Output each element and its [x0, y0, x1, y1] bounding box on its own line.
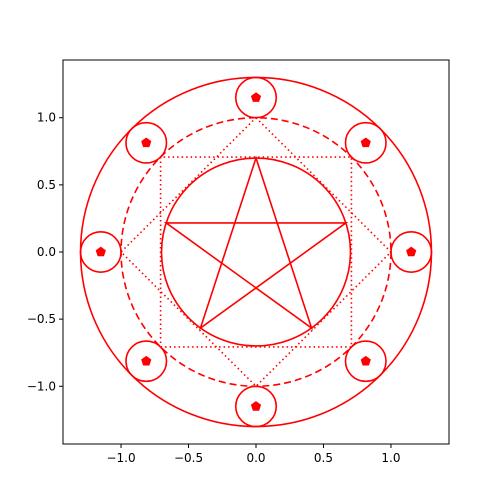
x-tick-label: −0.5: [174, 451, 203, 465]
x-tick-label: 1.0: [381, 451, 400, 465]
pentagon-marker: [141, 355, 152, 366]
x-axis: −1.0 −0.5 0.0 0.5 1.0: [106, 444, 401, 465]
x-tick-label: −1.0: [106, 451, 135, 465]
pentagon-marker: [250, 401, 262, 411]
pentagram: [163, 155, 349, 331]
x-tick-label: 0.0: [246, 451, 265, 465]
small-circle: [390, 231, 433, 273]
y-tick-label: 0.0: [37, 245, 56, 259]
dotted-diamond: [119, 116, 393, 388]
pentagon-marker: [250, 92, 262, 102]
inner-circle: [160, 157, 352, 347]
small-circle: [344, 340, 387, 383]
outer-circle: [79, 76, 433, 428]
pentagon-marker: [360, 355, 371, 366]
pentagon-marker: [95, 246, 106, 257]
chart-marks: [79, 76, 433, 428]
pentagon-marker: [141, 137, 152, 148]
pentagon-marker: [360, 137, 371, 148]
small-circle: [234, 76, 278, 119]
y-tick-label: −0.5: [27, 312, 56, 326]
small-circle: [234, 385, 278, 428]
y-tick-label: 1.0: [37, 111, 56, 125]
y-tick-label: 0.5: [37, 178, 56, 192]
small-circle: [125, 121, 168, 164]
y-axis: −1.0 −0.5 0.0 0.5 1.0: [27, 111, 63, 393]
pentagon-marker: [406, 246, 417, 257]
y-tick-label: −1.0: [27, 379, 56, 393]
dotted-square: [159, 156, 353, 348]
small-circle: [79, 231, 122, 273]
small-circle: [344, 121, 387, 164]
x-tick-label: 0.5: [314, 451, 333, 465]
small-circle: [125, 340, 168, 383]
